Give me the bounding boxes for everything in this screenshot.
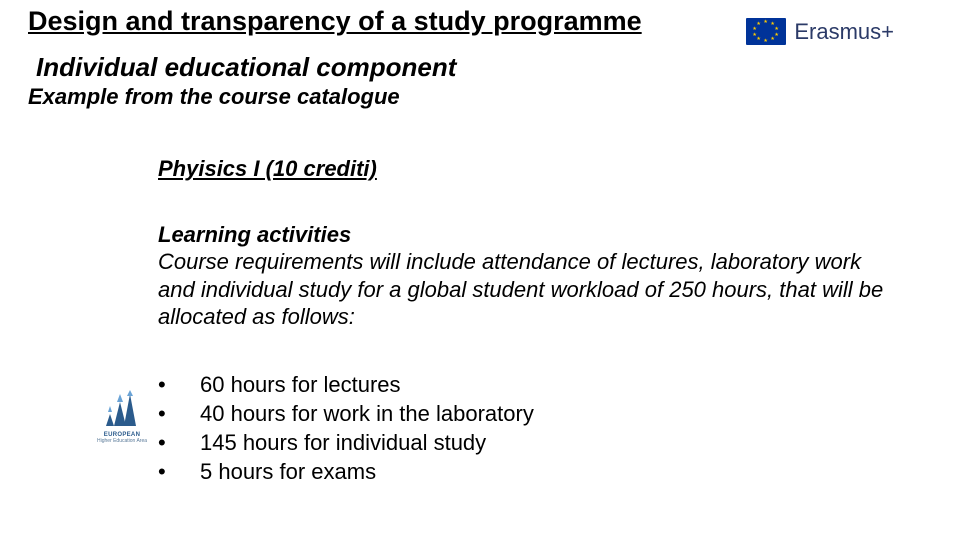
course-title: Phyisics I (10 crediti) (158, 156, 377, 182)
slide: Design and transparency of a study progr… (0, 0, 960, 540)
page-title: Design and transparency of a study progr… (28, 6, 642, 37)
ehea-icon (100, 390, 144, 430)
subtitle-2: Example from the course catalogue (28, 84, 400, 110)
list-item: • 5 hours for exams (158, 457, 534, 486)
subtitle: Individual educational component (36, 52, 456, 83)
bullet-dot: • (158, 399, 200, 428)
bullet-dot: • (158, 457, 200, 486)
erasmus-logo: ★ ★ ★ ★ ★ ★ ★ ★ ★ ★ Erasmus+ (746, 18, 894, 45)
ehea-label-2: Higher Education Area (96, 438, 148, 444)
list-item-text: 145 hours for individual study (200, 428, 486, 457)
section-heading: Learning activities (158, 222, 351, 248)
bullet-dot: • (158, 370, 200, 399)
bullet-list: • 60 hours for lectures • 40 hours for w… (158, 370, 534, 486)
list-item-text: 60 hours for lectures (200, 370, 401, 399)
list-item: • 60 hours for lectures (158, 370, 534, 399)
ehea-logo: EUROPEAN Higher Education Area (96, 390, 148, 444)
list-item-text: 5 hours for exams (200, 457, 376, 486)
list-item: • 145 hours for individual study (158, 428, 534, 457)
bullet-dot: • (158, 428, 200, 457)
erasmus-text: Erasmus+ (794, 19, 894, 45)
list-item: • 40 hours for work in the laboratory (158, 399, 534, 428)
body-paragraph: Course requirements will include attenda… (158, 248, 898, 331)
eu-flag-icon: ★ ★ ★ ★ ★ ★ ★ ★ ★ ★ (746, 18, 786, 45)
list-item-text: 40 hours for work in the laboratory (200, 399, 534, 428)
